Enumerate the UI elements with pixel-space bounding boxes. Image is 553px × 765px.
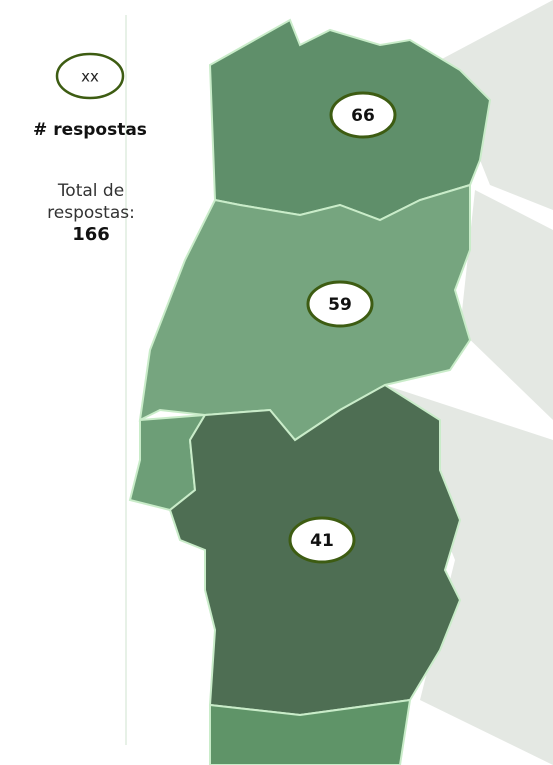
shadow: [440, 0, 553, 210]
region-oval: [306, 280, 374, 328]
region-value: 41: [310, 531, 334, 551]
region-value: 66: [351, 106, 375, 126]
shadow: [460, 190, 553, 420]
region-value: 59: [328, 295, 352, 315]
region-algarve: [209, 698, 412, 765]
regions: [128, 18, 492, 765]
legend-sample: xx: [81, 68, 99, 86]
region-oval: [288, 516, 356, 564]
total-value: 166: [72, 224, 110, 245]
legend-oval: [55, 52, 125, 100]
total: Total de respostas: 166: [22, 180, 160, 246]
region-oval: [329, 91, 397, 139]
total-label: Total de respostas:: [47, 181, 135, 223]
legend-label: # respostas: [33, 120, 147, 140]
